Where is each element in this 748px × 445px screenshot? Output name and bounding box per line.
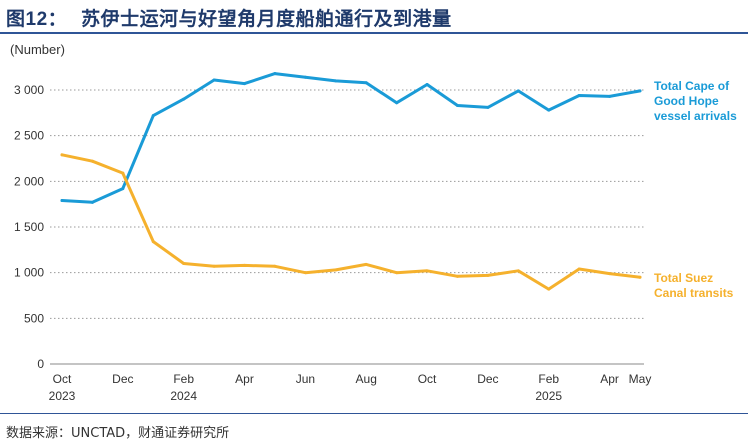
legend-label: Canal transits — [654, 286, 734, 300]
data-point — [90, 159, 94, 163]
legend-label: vessel arrivals — [654, 109, 737, 123]
data-point — [455, 274, 459, 278]
top-divider — [0, 32, 748, 34]
data-point — [516, 269, 520, 273]
data-point — [182, 262, 186, 266]
x-tick-label: Dec — [112, 372, 133, 386]
data-point — [486, 105, 490, 109]
legend-label: Total Cape of — [654, 79, 730, 93]
data-point — [547, 108, 551, 112]
data-point — [182, 97, 186, 101]
x-tick-label: Feb — [538, 372, 559, 386]
source-note: 数据来源：UNCTAD，财通证券研究所 — [6, 426, 230, 441]
y-tick-label: 1 500 — [14, 220, 44, 234]
data-point — [364, 81, 368, 85]
x-tick-label: Dec — [477, 372, 498, 386]
x-tick-year-label: 2025 — [535, 389, 562, 403]
data-point — [425, 269, 429, 273]
data-point — [303, 75, 307, 79]
data-point — [577, 93, 581, 97]
data-point — [547, 287, 551, 291]
x-tick-label: Oct — [53, 372, 72, 386]
data-point — [608, 272, 612, 276]
data-point — [638, 275, 642, 279]
data-point — [151, 114, 155, 118]
data-point — [243, 263, 247, 267]
y-tick-label: 3 000 — [14, 83, 44, 97]
data-point — [455, 104, 459, 108]
figure-title-text: 苏伊士运河与好望角月度船舶通行及到港量 — [81, 9, 452, 30]
x-tick-year-label: 2024 — [170, 389, 197, 403]
data-point — [334, 79, 338, 83]
data-point — [273, 264, 277, 268]
data-point — [577, 267, 581, 271]
x-tick-label: Aug — [356, 372, 377, 386]
bottom-divider — [0, 413, 748, 414]
data-point — [303, 271, 307, 275]
data-point — [243, 82, 247, 86]
data-point — [364, 262, 368, 266]
y-axis-label: (Number) — [10, 42, 65, 57]
x-tick-label: Apr — [235, 372, 254, 386]
x-tick-label: Apr — [600, 372, 619, 386]
series-line-suez-canal — [60, 153, 642, 291]
x-tick-label: May — [629, 372, 652, 386]
data-point — [212, 78, 216, 82]
data-point — [395, 271, 399, 275]
chart: (Number) 0 500 1 000 1 500 2 000 2 500 3 000 Oct… — [10, 42, 737, 403]
legend-label: Total Suez — [654, 271, 713, 285]
data-point — [516, 89, 520, 93]
data-point — [60, 199, 64, 203]
data-point — [425, 83, 429, 87]
x-tick-year-label: 2023 — [49, 389, 76, 403]
data-point — [121, 171, 125, 175]
figure-number: 图12： — [6, 9, 68, 30]
data-point — [608, 94, 612, 98]
data-point — [60, 153, 64, 157]
data-point — [486, 273, 490, 277]
series-line-cape-of-good-hope — [60, 72, 642, 204]
x-tick-label: Oct — [418, 372, 437, 386]
data-point — [90, 200, 94, 204]
data-point — [638, 89, 642, 93]
data-point — [395, 101, 399, 105]
y-tick-label: 1 000 — [14, 266, 44, 280]
x-tick-label: Jun — [296, 372, 315, 386]
data-point — [273, 72, 277, 76]
data-point — [121, 187, 125, 191]
y-tick-label: 2 500 — [14, 129, 44, 143]
legend-label: Good Hope — [654, 94, 719, 108]
data-point — [334, 268, 338, 272]
y-tick-label: 500 — [24, 311, 44, 325]
data-point — [151, 240, 155, 244]
data-point — [212, 264, 216, 268]
figure-title: 图12： 苏伊士运河与好望角月度船舶通行及到港量 — [6, 4, 452, 31]
y-tick-label: 0 — [37, 357, 44, 371]
y-tick-label: 2 000 — [14, 174, 44, 188]
x-tick-label: Feb — [173, 372, 194, 386]
